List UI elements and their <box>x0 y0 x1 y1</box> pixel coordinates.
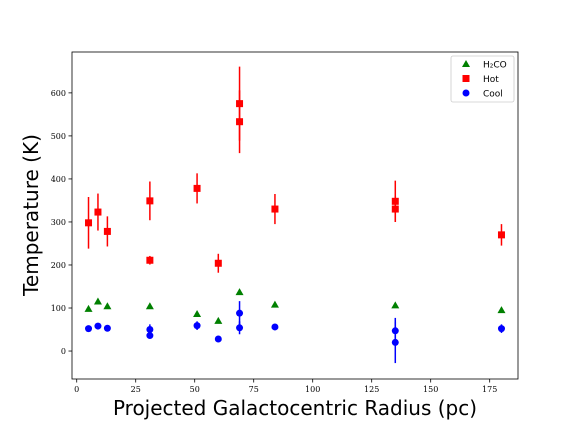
data-point <box>94 322 102 330</box>
data-point <box>236 324 244 332</box>
data-point <box>391 301 400 309</box>
data-point <box>94 208 102 216</box>
y-tick-label: 200 <box>51 261 66 270</box>
data-point <box>146 332 154 340</box>
data-point <box>270 300 279 308</box>
data-point <box>85 219 93 227</box>
y-axis-label: Temperature (K) <box>19 134 43 297</box>
error-bars <box>87 66 503 364</box>
data-point <box>236 100 244 108</box>
y-tick-label: 300 <box>51 218 66 227</box>
legend-marker <box>462 60 470 67</box>
x-tick-label: 150 <box>423 385 438 394</box>
data-point <box>84 304 93 312</box>
legend-label: Hot <box>483 75 499 85</box>
x-tick-label: 75 <box>249 385 259 394</box>
data-point <box>214 335 222 343</box>
data-point <box>236 118 244 126</box>
data-point <box>497 306 506 314</box>
x-tick-label: 50 <box>190 385 200 394</box>
legend-label: H₂CO <box>483 61 507 71</box>
axis-ticks: 0 25 50 75 100 125 150 175 0 100 200 300 400 500 600 <box>51 89 498 394</box>
data-point <box>235 288 244 296</box>
data-point <box>103 324 111 332</box>
legend-label: Cool <box>483 90 503 100</box>
data-point <box>497 231 505 239</box>
data-point <box>236 309 244 317</box>
x-tick-label: 100 <box>305 385 320 394</box>
legend: H₂CO Hot Cool <box>450 55 515 103</box>
data-point <box>391 327 399 335</box>
data-point <box>391 197 399 205</box>
data-point <box>146 197 154 205</box>
data-point <box>103 302 112 310</box>
x-tick-label: 25 <box>131 385 141 394</box>
y-tick-label: 0 <box>61 347 66 356</box>
x-tick-label: 0 <box>74 385 79 394</box>
data-point <box>93 297 102 305</box>
y-tick-label: 600 <box>51 89 66 98</box>
plot-frame <box>71 51 519 380</box>
data-point <box>271 323 279 331</box>
legend-marker <box>462 89 470 97</box>
data-point <box>146 256 154 264</box>
data-point <box>193 322 201 330</box>
data-point <box>145 302 154 310</box>
data-point <box>146 326 154 334</box>
data-point <box>85 325 93 333</box>
data-point <box>193 184 201 192</box>
x-axis-label: Projected Galactocentric Radius (pc) <box>113 396 477 420</box>
data-point <box>271 205 279 213</box>
y-tick-label: 100 <box>51 304 66 313</box>
data-point <box>391 205 399 213</box>
data-point <box>391 338 399 346</box>
x-tick-label: 175 <box>482 385 497 394</box>
legend-marker <box>462 75 470 82</box>
data-point <box>214 259 222 267</box>
data-point <box>103 227 111 235</box>
data-point <box>214 316 223 324</box>
y-tick-label: 500 <box>51 132 66 141</box>
x-tick-label: 125 <box>364 385 379 394</box>
y-tick-label: 400 <box>51 175 66 184</box>
data-point <box>497 325 505 333</box>
data-markers <box>84 100 506 346</box>
data-point <box>193 310 202 318</box>
